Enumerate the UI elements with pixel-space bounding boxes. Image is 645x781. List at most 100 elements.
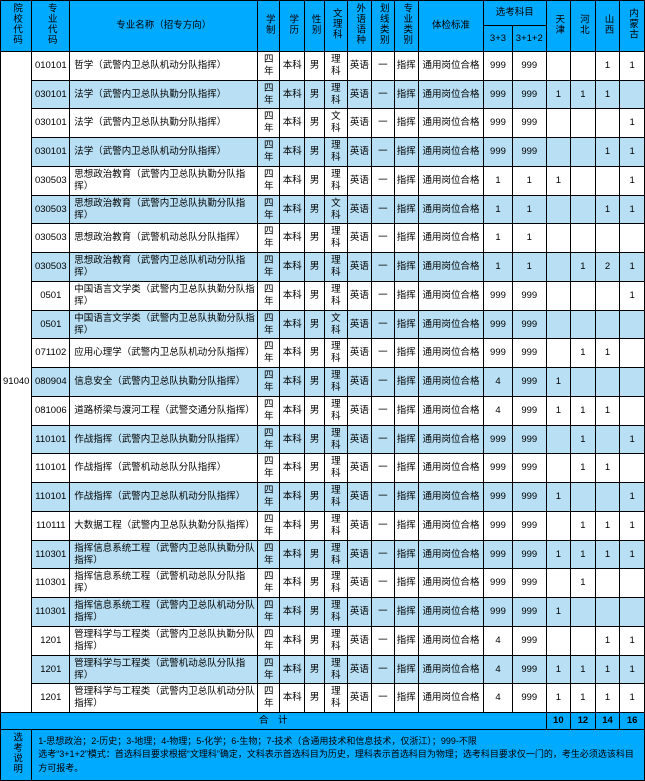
hb xyxy=(571,310,596,339)
e312: 999 xyxy=(513,655,547,684)
hb xyxy=(571,109,596,138)
major-name: 指挥信息系统工程（武警内卫总队执勤分队指挥） xyxy=(70,540,258,569)
sex: 男 xyxy=(305,655,325,684)
sch: 四年 xyxy=(258,655,280,684)
mcat: 指挥 xyxy=(394,51,419,80)
table-row: 110301指挥信息系统工程（武警内卫总队机动分队指挥）四年本科男理科英语一指挥… xyxy=(1,598,645,627)
sx: 1 xyxy=(595,138,620,167)
wl: 理科 xyxy=(325,339,347,368)
wl: 文科 xyxy=(325,195,347,224)
sex: 男 xyxy=(305,483,325,512)
total-nmg: 16 xyxy=(620,713,645,730)
line: 一 xyxy=(372,253,394,282)
e33: 999 xyxy=(483,339,512,368)
line: 一 xyxy=(372,310,394,339)
lang: 英语 xyxy=(347,80,372,109)
h-lang: 外语语种 xyxy=(347,1,372,52)
mcat: 指挥 xyxy=(394,224,419,253)
sx xyxy=(595,425,620,454)
phy: 通用岗位合格 xyxy=(419,195,484,224)
h-hb: 河北 xyxy=(571,1,596,52)
sex: 男 xyxy=(305,80,325,109)
e33: 999 xyxy=(483,109,512,138)
h-mcat: 专业类别 xyxy=(394,1,419,52)
tj xyxy=(546,339,571,368)
major-name: 哲学（武警内卫总队机动分队指挥） xyxy=(70,51,258,80)
nmg: 1 xyxy=(620,138,645,167)
sex: 男 xyxy=(305,368,325,397)
lang: 英语 xyxy=(347,310,372,339)
table-row: 0501中国语言文学类（武警内卫总队执勤分队指挥）四年本科男理科英语一指挥通用岗… xyxy=(1,281,645,310)
deg: 本科 xyxy=(280,626,305,655)
e33: 4 xyxy=(483,684,512,713)
hb xyxy=(571,281,596,310)
h-phy: 体检标准 xyxy=(419,1,484,52)
lang: 英语 xyxy=(347,569,372,598)
tj xyxy=(546,454,571,483)
h-nmg: 内蒙古 xyxy=(620,1,645,52)
mcat: 指挥 xyxy=(394,195,419,224)
sex: 男 xyxy=(305,138,325,167)
lang: 英语 xyxy=(347,684,372,713)
nmg: 1 xyxy=(620,684,645,713)
deg: 本科 xyxy=(280,396,305,425)
major-code: 110101 xyxy=(32,425,70,454)
hb: 1 xyxy=(571,80,596,109)
major-name: 管理科学与工程类（武警机动总队分队指挥） xyxy=(70,655,258,684)
major-code: 030101 xyxy=(32,138,70,167)
sex: 男 xyxy=(305,540,325,569)
major-name: 法学（武警内卫总队执勤分队指挥） xyxy=(70,80,258,109)
sx xyxy=(595,569,620,598)
sch: 四年 xyxy=(258,511,280,540)
lang: 英语 xyxy=(347,339,372,368)
e312: 999 xyxy=(513,540,547,569)
tj: 1 xyxy=(546,598,571,627)
phy: 通用岗位合格 xyxy=(419,655,484,684)
mcat: 指挥 xyxy=(394,511,419,540)
line: 一 xyxy=(372,396,394,425)
line: 一 xyxy=(372,109,394,138)
h-e33: 3+3 xyxy=(483,26,512,51)
sex: 男 xyxy=(305,281,325,310)
sex: 男 xyxy=(305,253,325,282)
mcat: 指挥 xyxy=(394,425,419,454)
table-row: 110101作战指挥（武警机动总队分队指挥）四年本科男理科英语一指挥通用岗位合格… xyxy=(1,454,645,483)
line: 一 xyxy=(372,138,394,167)
lang: 英语 xyxy=(347,166,372,195)
table-row: 110301指挥信息系统工程（武警内卫总队执勤分队指挥）四年本科男理科英语一指挥… xyxy=(1,540,645,569)
e312: 999 xyxy=(513,339,547,368)
major-code: 081006 xyxy=(32,396,70,425)
major-name: 思想政治教育（武警内卫总队机动分队指挥） xyxy=(70,253,258,282)
wl: 理科 xyxy=(325,626,347,655)
deg: 本科 xyxy=(280,655,305,684)
lang: 英语 xyxy=(347,281,372,310)
e312: 999 xyxy=(513,109,547,138)
lang: 英语 xyxy=(347,109,372,138)
line: 一 xyxy=(372,569,394,598)
major-code: 1201 xyxy=(32,684,70,713)
e312: 999 xyxy=(513,684,547,713)
tj xyxy=(546,51,571,80)
wl: 理科 xyxy=(325,80,347,109)
phy: 通用岗位合格 xyxy=(419,310,484,339)
major-name: 管理科学与工程类（武警内卫总队机动分队指挥） xyxy=(70,684,258,713)
sch: 四年 xyxy=(258,396,280,425)
lang: 英语 xyxy=(347,253,372,282)
h-wl: 文理科 xyxy=(325,1,347,52)
sch: 四年 xyxy=(258,425,280,454)
nmg: 1 xyxy=(620,655,645,684)
major-code: 030101 xyxy=(32,80,70,109)
wl: 理科 xyxy=(325,511,347,540)
lang: 英语 xyxy=(347,511,372,540)
table-row: 1201管理科学与工程类（武警内卫总队执勤分队指挥）四年本科男理科英语一指挥通用… xyxy=(1,626,645,655)
nmg xyxy=(620,224,645,253)
e33: 999 xyxy=(483,80,512,109)
deg: 本科 xyxy=(280,253,305,282)
major-code: 030503 xyxy=(32,166,70,195)
sx: 1 xyxy=(595,655,620,684)
mcat: 指挥 xyxy=(394,626,419,655)
wl: 理科 xyxy=(325,368,347,397)
sx: 1 xyxy=(595,396,620,425)
table-row: 1201管理科学与工程类（武警内卫总队机动分队指挥）四年本科男理科英语一指挥通用… xyxy=(1,684,645,713)
wl: 理科 xyxy=(325,655,347,684)
